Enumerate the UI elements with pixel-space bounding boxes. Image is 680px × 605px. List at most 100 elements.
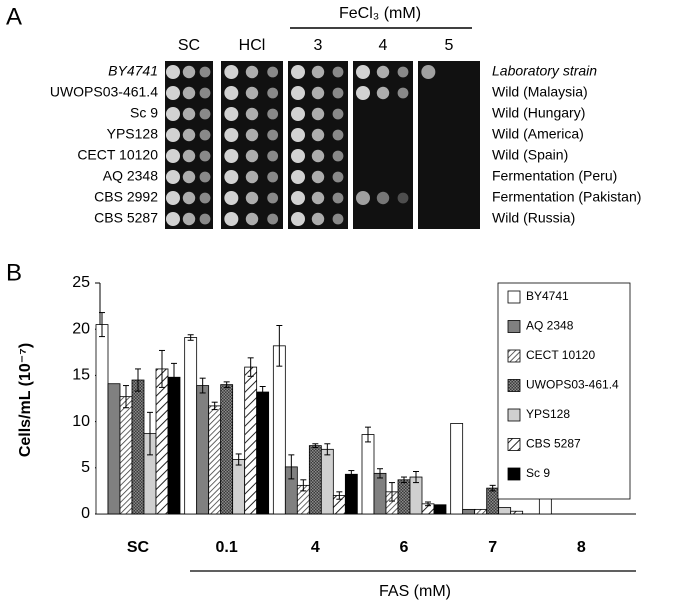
colony-spot (224, 191, 239, 205)
colony-spot (199, 213, 211, 225)
colony-spot (199, 129, 211, 141)
legend-label: YPS128 (526, 407, 570, 421)
colony-spot (166, 212, 180, 226)
colony-spot (245, 212, 259, 226)
error-bar (187, 334, 194, 341)
x-tick-label: 4 (311, 539, 320, 556)
error-bar (401, 476, 407, 484)
strain-origin: Wild (Malaysia) (492, 84, 588, 100)
bar (272, 345, 286, 515)
error-bar (259, 385, 266, 399)
colony-spot (245, 191, 259, 205)
colony-spot (166, 191, 180, 205)
colony-spot (291, 170, 305, 184)
colony-spot (311, 107, 325, 121)
colony-spot (356, 191, 370, 205)
colony-spot (311, 65, 325, 79)
error-bar (123, 385, 129, 409)
x-tick-label: 0.1 (216, 539, 238, 556)
column-header: SC (178, 37, 200, 54)
bar (232, 459, 246, 515)
colony-spot (199, 171, 211, 183)
bar (155, 368, 169, 515)
colony-spot (166, 170, 180, 184)
colony-spot (291, 212, 305, 226)
colony-spot (182, 65, 196, 79)
bar (131, 379, 145, 515)
error-bar (389, 482, 395, 502)
strain-origin: Wild (America) (492, 126, 584, 142)
legend-swatch (507, 379, 521, 392)
colony-spot (332, 150, 344, 162)
legend-label: BY4741 (526, 289, 569, 303)
colony-spot (332, 108, 344, 120)
legend-label: CBS 5287 (526, 437, 581, 451)
error-bar (425, 501, 431, 507)
bar (344, 473, 358, 515)
colony-spot (291, 65, 305, 79)
x-tick-label: 7 (488, 539, 497, 556)
bar (510, 510, 524, 515)
error-bar (324, 443, 331, 456)
strain-origin: Wild (Spain) (492, 147, 568, 163)
colony-spot (291, 128, 305, 142)
colony-spot (311, 191, 325, 205)
error-bar (223, 381, 230, 388)
bar (373, 472, 387, 515)
colony-spot (291, 86, 305, 100)
colony-spot (267, 129, 279, 141)
bar (220, 384, 234, 515)
y-tick-label: 0 (81, 505, 90, 522)
legend-swatch (507, 467, 521, 481)
x-tick-label: 6 (400, 539, 409, 556)
colony-spot (182, 191, 196, 205)
colony-spot (332, 66, 344, 78)
legend-label: AQ 2348 (526, 319, 574, 333)
colony-spot (397, 87, 409, 99)
colony-spot (245, 86, 259, 100)
error-bar (247, 357, 254, 377)
bar (95, 324, 109, 515)
bar (308, 445, 322, 515)
colony-spot (182, 86, 196, 100)
colony-spot (311, 170, 325, 184)
legend-label: UWOPS03-461.4 (526, 378, 619, 392)
colony-spot (166, 65, 180, 79)
legend-swatch (507, 349, 521, 363)
colony-spot (182, 212, 196, 226)
colony-spot (267, 171, 279, 183)
colony-spot (267, 192, 279, 204)
legend-swatch (507, 320, 521, 333)
colony-spot (182, 149, 196, 163)
colony-spot (267, 87, 279, 99)
legend-swatch (507, 290, 521, 304)
error-bar (489, 484, 496, 492)
x-tick-label: 8 (577, 539, 586, 556)
bar (433, 504, 447, 515)
colony-spot (166, 149, 180, 163)
colony-spot (166, 86, 180, 100)
error-bar (365, 426, 371, 443)
colony-spot (199, 192, 211, 204)
colony-spot (224, 170, 239, 184)
bar (474, 508, 488, 515)
colony-spot (332, 213, 344, 225)
concentration-header: 3 (314, 37, 323, 54)
colony-spot (376, 65, 390, 79)
strain-label: Sc 9 (130, 105, 158, 121)
colony-spot (332, 129, 344, 141)
colony-spot (224, 86, 239, 100)
bar (486, 487, 500, 515)
colony-spot (224, 107, 239, 121)
strain-origin: Fermentation (Peru) (492, 168, 617, 184)
colony-spot (182, 170, 196, 184)
colony-spot (332, 171, 344, 183)
strain-origin: Fermentation (Pakistan) (492, 189, 641, 205)
bar (256, 391, 270, 515)
bar (320, 448, 334, 515)
strain-label: UWOPS03-461.4 (50, 84, 158, 100)
colony-spot (245, 149, 259, 163)
colony-spot (356, 86, 370, 100)
y-tick-label: 10 (72, 413, 90, 430)
